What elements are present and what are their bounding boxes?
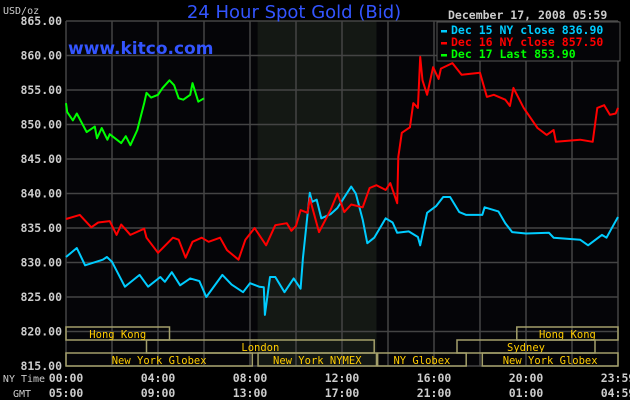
- y-tick-label: 830.00: [20, 256, 62, 270]
- session-label: London: [241, 342, 279, 354]
- x-tick-label: 05:00: [49, 386, 84, 400]
- session-label: Sydney: [507, 342, 545, 354]
- unit-label: USD/oz: [3, 6, 39, 17]
- legend-swatch: [441, 42, 447, 45]
- x-tick-label: 01:00: [509, 386, 544, 400]
- session-bar: [65, 352, 254, 367]
- y-tick-label: 835.00: [20, 221, 62, 235]
- grid-lines: [65, 20, 619, 367]
- y-tick-label: 845.00: [20, 152, 62, 166]
- session-label: New York Globex: [112, 355, 207, 367]
- legend-entry: Dec 17 Last 853.90: [451, 47, 576, 61]
- chart-title: 24 Hour Spot Gold (Bid): [187, 2, 401, 23]
- website-link[interactable]: www.kitco.com: [68, 39, 213, 59]
- y-tick-label: 855.00: [20, 83, 62, 97]
- x-tick-label: 04:00: [141, 371, 176, 385]
- x-tick-label: 00:00: [49, 371, 84, 385]
- y-axis-ticks: 865.00 860.00 855.00 850.00 845.00 840.00 835.…: [20, 14, 62, 373]
- session-label: Hong Kong: [89, 329, 146, 341]
- y-tick-label: 840.00: [20, 187, 62, 201]
- y-tick-label: 820.00: [20, 325, 62, 339]
- legend-swatch: [441, 54, 447, 57]
- session-label: NY Globex: [393, 355, 450, 367]
- x-axis-ticks: NY Time 00:00 04:00 08:00 12:00 16:00 20:00 23:…: [3, 371, 630, 400]
- session-bar: [65, 326, 171, 341]
- series-line-0: [65, 185, 619, 316]
- series-line-2: [65, 79, 205, 147]
- y-tick-label: 865.00: [20, 14, 62, 28]
- session-bar: [257, 352, 378, 367]
- series-line-1: [65, 55, 619, 261]
- y-tick-label: 815.00: [20, 359, 62, 373]
- legend-entry: Dec 16 NY close 857.50: [451, 35, 603, 49]
- series-lines: [65, 55, 619, 316]
- x-tick-label: 09:00: [141, 386, 176, 400]
- x-tick-label: 16:00: [417, 371, 452, 385]
- timestamp: December 17, 2008 05:59: [448, 8, 607, 22]
- session-bar: [376, 352, 467, 367]
- x-tick-label: 21:00: [417, 386, 452, 400]
- legend-box: [436, 21, 621, 62]
- legend-entry: Dec 15 NY close 836.90: [451, 23, 603, 37]
- y-tick-label: 850.00: [20, 118, 62, 132]
- x-row-label: GMT: [13, 389, 31, 400]
- session-label: New York NYMEX: [273, 355, 362, 367]
- x-row-label: NY Time: [3, 374, 45, 385]
- x-tick-label: 23:59: [601, 371, 630, 385]
- session-label: New York Globex: [503, 355, 598, 367]
- x-tick-label: 17:00: [325, 386, 360, 400]
- legend-swatch: [441, 30, 447, 33]
- session-label: Hong Kong: [539, 329, 596, 341]
- x-tick-label: 13:00: [233, 386, 268, 400]
- x-tick-label: 08:00: [233, 371, 268, 385]
- y-tick-label: 825.00: [20, 290, 62, 304]
- x-tick-label: 20:00: [509, 371, 544, 385]
- x-tick-label: 12:00: [325, 371, 360, 385]
- y-tick-label: 860.00: [20, 49, 62, 63]
- session-bar: [481, 352, 619, 367]
- x-tick-label: 04:59: [601, 386, 630, 400]
